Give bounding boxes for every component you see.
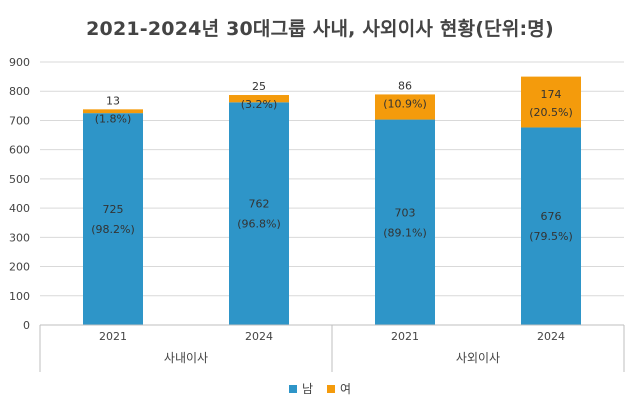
y-tick-label-900: 900 (9, 56, 30, 69)
data-label-male-value-2: 703 (395, 206, 416, 219)
data-label-female-pct-1: (3.2%) (241, 98, 278, 111)
stacked-bar-chart: 0 100 200 300 400 500 600 700 800 900 725 (98.2%) 13… (9, 56, 625, 372)
y-tick-label-400: 400 (9, 202, 30, 215)
data-label-female-pct-0: (1.8%) (95, 112, 132, 125)
bar-male-0 (83, 113, 143, 325)
bar-male-3 (521, 127, 581, 325)
y-tick-label-600: 600 (9, 144, 30, 157)
x-tick-label-3: 2024 (537, 330, 565, 343)
data-label-male-pct-2: (89.1%) (383, 226, 427, 239)
y-tick-label-300: 300 (9, 231, 30, 244)
x-tick-label-0: 2021 (99, 330, 127, 343)
legend-swatch-female (327, 384, 335, 393)
data-label-female-pct-2: (10.9%) (383, 97, 427, 110)
chart-title: 2021-2024년 30대그룹 사내, 사외이사 현황(단위:명) (86, 18, 554, 40)
bar-male-1 (229, 102, 289, 326)
bar-female-1 (229, 95, 289, 103)
legend-item-male: 남 (288, 380, 313, 397)
data-label-female-value-1: 25 (252, 80, 266, 93)
bar-female-3 (521, 76, 581, 128)
bar-male-2 (375, 119, 435, 325)
data-label-male-pct-0: (98.2%) (91, 223, 135, 236)
y-tick-label-800: 800 (9, 85, 30, 98)
data-label-male-pct-3: (79.5%) (529, 230, 573, 243)
y-tick-label-0: 0 (23, 319, 30, 332)
bar-female-2 (375, 94, 435, 120)
legend-label-male: 남 (301, 382, 313, 396)
bar-female-0 (83, 109, 143, 114)
legend-label-female: 여 (340, 382, 352, 396)
y-tick-label-700: 700 (9, 114, 30, 127)
group-label-1: 사외이사 (456, 351, 500, 365)
data-label-male-value-0: 725 (103, 203, 124, 216)
x-tick-label-1: 2024 (245, 330, 273, 343)
x-tick-label-2: 2021 (391, 330, 419, 343)
legend: 남 여 (0, 380, 640, 397)
data-label-male-value-1: 762 (249, 198, 270, 211)
y-tick-label-200: 200 (9, 261, 30, 274)
data-label-female-value-3: 174 (541, 88, 562, 101)
data-label-female-value-0: 13 (106, 94, 120, 107)
y-tick-label-100: 100 (9, 290, 30, 303)
group-label-0: 사내이사 (164, 351, 208, 365)
data-label-female-pct-3: (20.5%) (529, 106, 573, 119)
data-label-male-pct-1: (96.8%) (237, 218, 281, 231)
data-label-female-value-2: 86 (398, 79, 412, 92)
legend-item-female: 여 (327, 380, 351, 397)
y-tick-label-500: 500 (9, 173, 30, 186)
legend-swatch-male (288, 384, 297, 393)
data-label-male-value-3: 676 (541, 210, 562, 223)
